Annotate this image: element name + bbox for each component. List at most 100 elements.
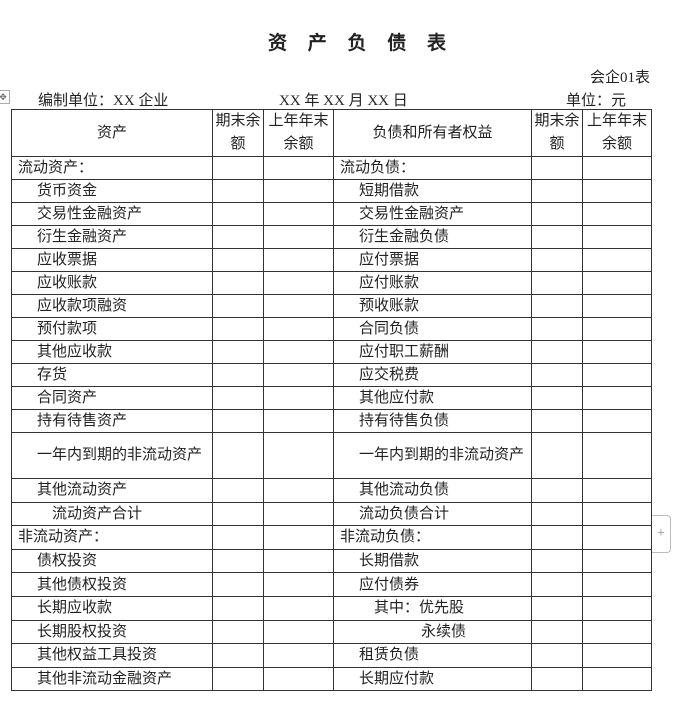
- asset-period-end-cell[interactable]: [212, 619, 264, 645]
- liability-period-end-cell[interactable]: [531, 156, 583, 180]
- liability-period-end-cell[interactable]: [531, 409, 583, 433]
- liability-prev-year-end-cell[interactable]: [582, 386, 652, 410]
- asset-item-label: 货币资金: [11, 179, 213, 203]
- liability-prev-year-end-cell[interactable]: [582, 548, 652, 574]
- asset-period-end-cell[interactable]: [212, 271, 264, 295]
- currency-unit: 单位：元: [566, 93, 627, 109]
- asset-prev-year-end-cell[interactable]: [263, 525, 334, 550]
- table-row: 长期股权投资 永续债: [11, 619, 652, 645]
- table-row: 非流动资产： 非流动负债：: [11, 525, 652, 550]
- liability-prev-year-end-cell[interactable]: [582, 248, 652, 272]
- asset-prev-year-end-cell[interactable]: [263, 248, 334, 272]
- asset-period-end-cell[interactable]: [212, 643, 264, 668]
- asset-prev-year-end-cell[interactable]: [263, 572, 334, 597]
- liability-prev-year-end-cell[interactable]: [582, 271, 652, 295]
- liability-period-end-cell[interactable]: [531, 202, 583, 226]
- liability-prev-year-end-cell[interactable]: [582, 595, 652, 621]
- asset-prev-year-end-cell[interactable]: [263, 409, 334, 433]
- liability-period-end-cell[interactable]: [531, 340, 583, 364]
- table-move-handle-icon[interactable]: ✥: [0, 90, 10, 104]
- liability-period-end-cell[interactable]: [531, 225, 583, 249]
- liability-period-end-cell[interactable]: [531, 363, 583, 387]
- page-title: 资 产 负 债 表: [267, 33, 454, 54]
- liability-item-label: 非流动负债：: [333, 525, 532, 550]
- asset-prev-year-end-cell[interactable]: [263, 432, 334, 479]
- liability-period-end-cell[interactable]: [531, 294, 583, 318]
- liability-period-end-cell[interactable]: [531, 548, 583, 574]
- asset-period-end-cell[interactable]: [212, 478, 264, 503]
- liability-prev-year-end-cell[interactable]: [582, 156, 652, 180]
- asset-prev-year-end-cell[interactable]: [263, 225, 334, 249]
- add-column-button[interactable]: +: [652, 515, 671, 553]
- asset-item-label: 应收款项融资: [11, 294, 213, 318]
- liability-period-end-cell[interactable]: [531, 179, 583, 203]
- asset-period-end-cell[interactable]: [212, 595, 264, 621]
- liability-period-end-cell[interactable]: [531, 572, 583, 597]
- asset-period-end-cell[interactable]: [212, 409, 264, 433]
- liability-period-end-cell[interactable]: [531, 317, 583, 341]
- liability-period-end-cell[interactable]: [531, 478, 583, 503]
- asset-item-label: 应收票据: [11, 248, 213, 272]
- asset-prev-year-end-cell[interactable]: [263, 202, 334, 226]
- header-period-end: 期末余额: [531, 109, 583, 157]
- liability-prev-year-end-cell[interactable]: [582, 225, 652, 249]
- liability-period-end-cell[interactable]: [531, 271, 583, 295]
- asset-period-end-cell[interactable]: [212, 666, 264, 692]
- asset-period-end-cell[interactable]: [212, 225, 264, 249]
- liability-prev-year-end-cell[interactable]: [582, 572, 652, 597]
- liability-prev-year-end-cell[interactable]: [582, 363, 652, 387]
- asset-prev-year-end-cell[interactable]: [263, 340, 334, 364]
- asset-period-end-cell[interactable]: [212, 248, 264, 272]
- liability-period-end-cell[interactable]: [531, 619, 583, 645]
- liability-period-end-cell[interactable]: [531, 432, 583, 479]
- asset-period-end-cell[interactable]: [212, 548, 264, 574]
- asset-prev-year-end-cell[interactable]: [263, 643, 334, 668]
- asset-period-end-cell[interactable]: [212, 386, 264, 410]
- asset-period-end-cell[interactable]: [212, 317, 264, 341]
- liability-prev-year-end-cell[interactable]: [582, 525, 652, 550]
- asset-period-end-cell[interactable]: [212, 156, 264, 180]
- liability-period-end-cell[interactable]: [531, 595, 583, 621]
- liability-prev-year-end-cell[interactable]: [582, 179, 652, 203]
- asset-period-end-cell[interactable]: [212, 179, 264, 203]
- asset-item-label: 其他流动资产: [11, 478, 213, 503]
- asset-prev-year-end-cell[interactable]: [263, 179, 334, 203]
- asset-period-end-cell[interactable]: [212, 202, 264, 226]
- liability-prev-year-end-cell[interactable]: [582, 501, 652, 527]
- asset-prev-year-end-cell[interactable]: [263, 317, 334, 341]
- liability-prev-year-end-cell[interactable]: [582, 643, 652, 668]
- liability-prev-year-end-cell[interactable]: [582, 432, 652, 479]
- asset-prev-year-end-cell[interactable]: [263, 666, 334, 692]
- asset-period-end-cell[interactable]: [212, 525, 264, 550]
- liability-period-end-cell[interactable]: [531, 386, 583, 410]
- liability-period-end-cell[interactable]: [531, 666, 583, 692]
- liability-prev-year-end-cell[interactable]: [582, 666, 652, 692]
- asset-period-end-cell[interactable]: [212, 363, 264, 387]
- asset-prev-year-end-cell[interactable]: [263, 478, 334, 503]
- liability-prev-year-end-cell[interactable]: [582, 409, 652, 433]
- asset-prev-year-end-cell[interactable]: [263, 595, 334, 621]
- liability-period-end-cell[interactable]: [531, 643, 583, 668]
- liability-prev-year-end-cell[interactable]: [582, 202, 652, 226]
- liability-period-end-cell[interactable]: [531, 525, 583, 550]
- asset-prev-year-end-cell[interactable]: [263, 501, 334, 527]
- asset-period-end-cell[interactable]: [212, 572, 264, 597]
- asset-prev-year-end-cell[interactable]: [263, 156, 334, 180]
- asset-prev-year-end-cell[interactable]: [263, 294, 334, 318]
- liability-period-end-cell[interactable]: [531, 248, 583, 272]
- asset-prev-year-end-cell[interactable]: [263, 548, 334, 574]
- asset-period-end-cell[interactable]: [212, 340, 264, 364]
- asset-prev-year-end-cell[interactable]: [263, 386, 334, 410]
- asset-prev-year-end-cell[interactable]: [263, 363, 334, 387]
- liability-prev-year-end-cell[interactable]: [582, 478, 652, 503]
- liability-prev-year-end-cell[interactable]: [582, 340, 652, 364]
- asset-period-end-cell[interactable]: [212, 501, 264, 527]
- asset-period-end-cell[interactable]: [212, 432, 264, 479]
- liability-prev-year-end-cell[interactable]: [582, 317, 652, 341]
- liability-prev-year-end-cell[interactable]: [582, 619, 652, 645]
- asset-prev-year-end-cell[interactable]: [263, 271, 334, 295]
- liability-prev-year-end-cell[interactable]: [582, 294, 652, 318]
- asset-prev-year-end-cell[interactable]: [263, 619, 334, 645]
- liability-period-end-cell[interactable]: [531, 501, 583, 527]
- asset-period-end-cell[interactable]: [212, 294, 264, 318]
